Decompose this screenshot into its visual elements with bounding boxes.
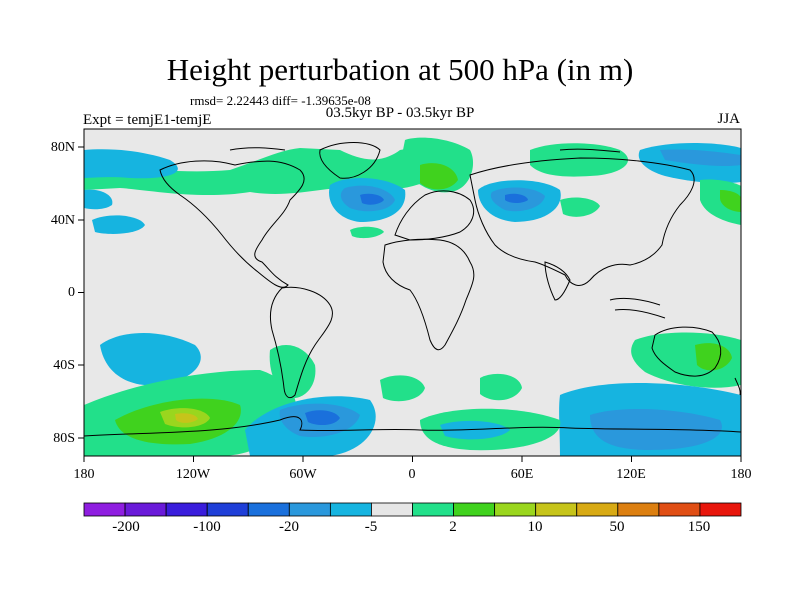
colorbar-swatch-2 — [165, 502, 208, 517]
coastline-asia — [469, 157, 695, 286]
colorbar-label-50: 50 — [609, 519, 625, 535]
coastline-south-america — [269, 286, 333, 399]
contour-green-arctic-asia — [530, 143, 629, 177]
colorbar-label-neg5: -5 — [364, 519, 378, 535]
contour-green-kamchatka — [700, 179, 741, 225]
lon-label-60e: 60E — [510, 467, 534, 482]
lon-label-180e: 180 — [730, 467, 752, 482]
colorbar-swatch-9 — [453, 502, 496, 517]
colorbar-label-neg200: -200 — [112, 519, 140, 535]
colorbar-swatch-11 — [535, 502, 578, 517]
coastline-greenland — [319, 142, 381, 179]
colorbar-swatch-0 — [83, 502, 126, 517]
contour-green-siberia — [560, 197, 600, 217]
experiment-label: Expt = temjE1-temjE — [83, 112, 212, 128]
lat-label-40s: 40S — [53, 358, 75, 373]
colorbar-swatch-6 — [329, 502, 372, 517]
colorbar-swatch-8 — [412, 502, 454, 517]
coastline-arctic — [229, 147, 621, 153]
contour-gold-south-pacific — [175, 413, 198, 423]
colorbar-label-neg100: -100 — [193, 519, 221, 535]
rmsd-diff-stats: rmsd= 2.22443 diff= -1.39635e-08 — [190, 93, 371, 108]
coastline-north-america — [159, 160, 305, 288]
colorbar-swatch-3 — [206, 502, 249, 517]
contour-green-south-atlantic — [380, 375, 425, 402]
contour-lime-scandinavia — [420, 163, 458, 190]
lon-label-60w: 60W — [289, 467, 317, 482]
colorbar-swatch-15 — [699, 502, 742, 517]
plot-title: Height perturbation at 500 hPa (in m) — [166, 52, 634, 87]
contour-cyan-north-pacific — [84, 149, 178, 179]
colorbar-label-10: 10 — [527, 519, 543, 535]
coastline-antarctica — [84, 416, 741, 437]
lon-label-0: 0 — [408, 467, 416, 482]
lon-label-120e: 120E — [616, 467, 646, 482]
coastline-indonesia — [609, 297, 666, 319]
colorbar-swatch-10 — [494, 502, 537, 517]
coastline-india — [544, 261, 571, 301]
contour-deepblue-atlantic — [360, 193, 384, 205]
lat-label-80n: 80N — [50, 140, 75, 155]
colorbar-label-neg20: -20 — [279, 519, 299, 535]
coastline-europe — [394, 190, 475, 241]
contour-fields — [84, 137, 741, 456]
contour-green-indian — [480, 373, 522, 401]
contour-deepblue-weddell — [305, 410, 340, 426]
contour-cyan-south-pacific — [100, 332, 201, 386]
colorbar-label-150: 150 — [687, 519, 711, 535]
coastline-africa — [382, 238, 475, 351]
colorbar-swatch-13 — [617, 502, 660, 517]
coastline-outline — [84, 142, 741, 437]
lat-label-40n: 40N — [50, 213, 75, 228]
axis-ticks — [78, 146, 742, 462]
colorbar-swatch-4 — [247, 502, 290, 517]
coastline-new-zealand — [734, 377, 741, 396]
period-label: 03.5kyr BP - 03.5kyr BP — [325, 105, 475, 121]
contour-blue-north-pacific-east — [660, 149, 741, 167]
contour-cyan-pacific-northeast — [84, 189, 113, 210]
colorbar-swatch-7 — [371, 502, 413, 517]
contour-lime-kamchatka — [720, 190, 741, 212]
colorbar-label-2: 2 — [449, 519, 457, 535]
colorbar-swatch-1 — [124, 502, 167, 517]
colorbar — [83, 502, 742, 517]
coastline-australia — [651, 326, 722, 377]
season-label: JJA — [717, 111, 740, 127]
contour-cyan-southern-ocean-mid — [440, 420, 510, 440]
contour-green-north-atlantic — [350, 226, 384, 239]
colorbar-swatch-12 — [576, 502, 619, 517]
contour-cyan-north-pacific-small — [92, 215, 145, 234]
colorbar-swatch-5 — [288, 502, 331, 517]
lat-label-80s: 80S — [53, 431, 75, 446]
colorbar-swatch-14 — [658, 502, 701, 517]
lon-label-120w: 120W — [175, 467, 211, 482]
lon-label-180w: 180 — [73, 467, 95, 482]
contour-deepblue-central-asia — [505, 193, 528, 203]
lat-label-0: 0 — [68, 285, 75, 300]
contour-lime-australia — [695, 343, 732, 371]
